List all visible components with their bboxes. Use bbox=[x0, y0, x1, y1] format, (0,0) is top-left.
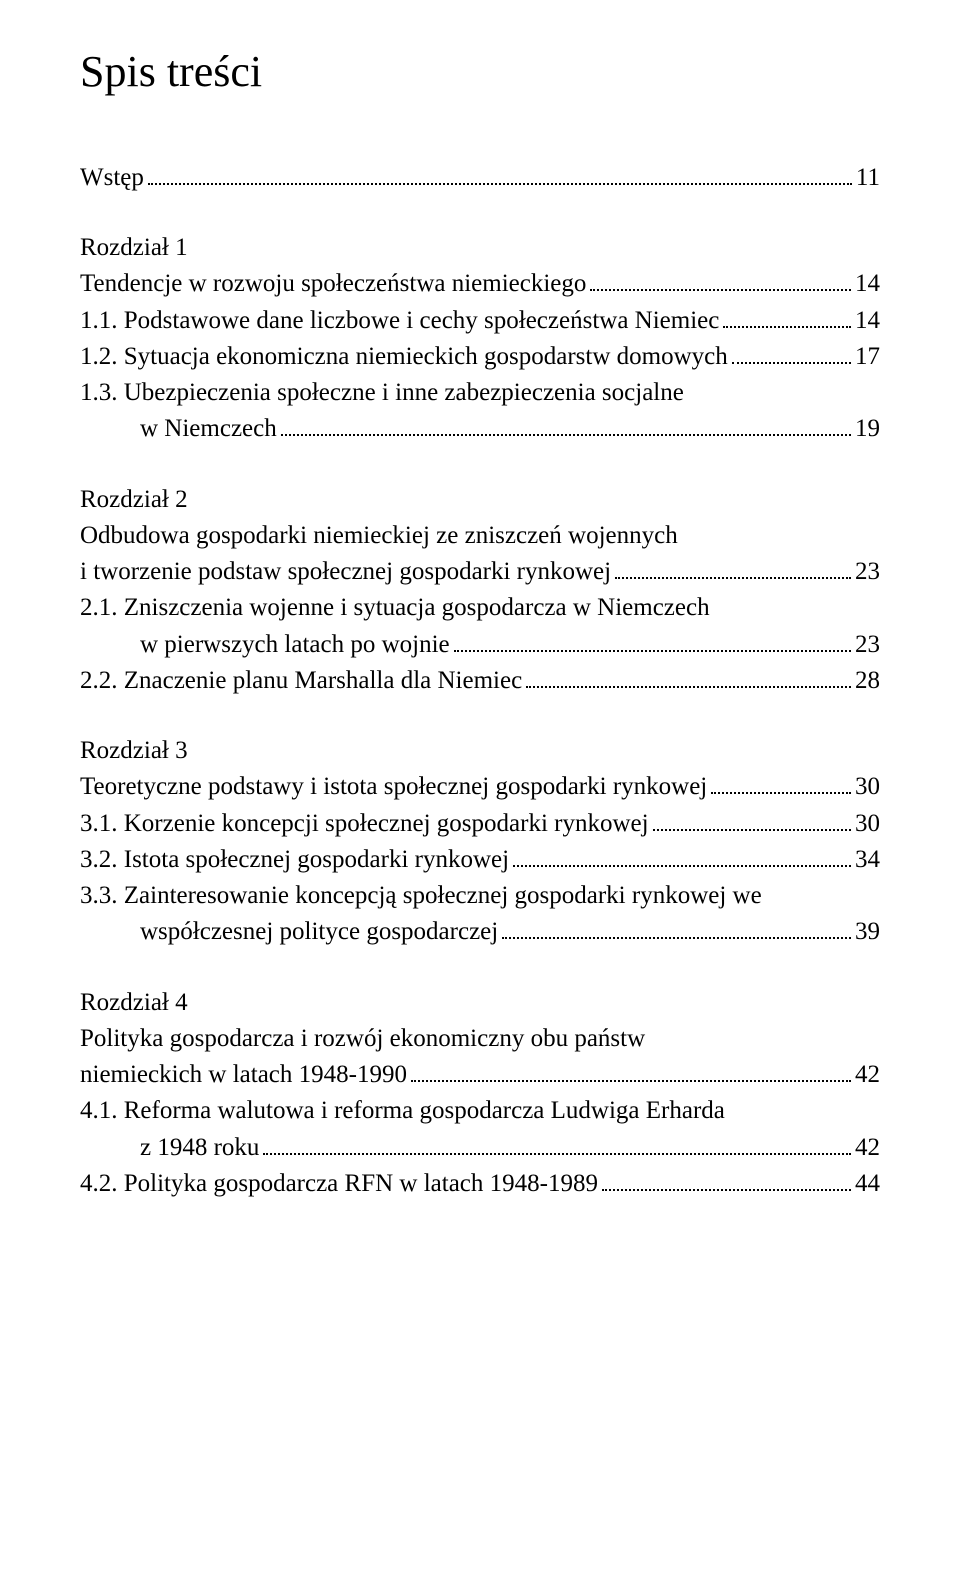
chapter-heading: Rozdział 2 bbox=[80, 482, 880, 518]
toc-label-line1: 1.3. Ubezpieczenia społeczne i inne zabe… bbox=[80, 375, 880, 411]
leader-dots bbox=[723, 303, 851, 328]
toc-entry: 3.3. Zainteresowanie koncepcją społeczne… bbox=[80, 878, 880, 951]
toc-label: Teoretyczne podstawy i istota społecznej… bbox=[80, 769, 707, 805]
leader-dots bbox=[590, 267, 851, 292]
toc-label-line2: niemieckich w latach 1948-1990 bbox=[80, 1057, 407, 1093]
leader-dots bbox=[148, 160, 852, 185]
toc-label: 4.2. Polityka gospodarcza RFN w latach 1… bbox=[80, 1166, 598, 1202]
toc-entry: 1.2. Sytuacja ekonomiczna niemieckich go… bbox=[80, 339, 880, 375]
toc-entry: 2.2. Znaczenie planu Marshalla dla Niemi… bbox=[80, 663, 880, 699]
page-title: Spis treści bbox=[80, 40, 880, 104]
toc-page: 17 bbox=[855, 339, 880, 375]
chapter-heading: Rozdział 3 bbox=[80, 733, 880, 769]
leader-dots bbox=[263, 1130, 851, 1155]
toc-section-4: Rozdział 4 Polityka gospodarcza i rozwój… bbox=[80, 985, 880, 1203]
toc-label: 3.2. Istota społecznej gospodarki rynkow… bbox=[80, 842, 509, 878]
toc-label: 1.2. Sytuacja ekonomiczna niemieckich go… bbox=[80, 339, 728, 375]
toc-page: 44 bbox=[855, 1166, 880, 1202]
leader-dots bbox=[711, 770, 851, 795]
leader-dots bbox=[411, 1058, 851, 1083]
leader-dots bbox=[732, 339, 851, 364]
toc-page: 39 bbox=[855, 914, 880, 950]
toc-page: 42 bbox=[855, 1057, 880, 1093]
toc-page: 30 bbox=[855, 769, 880, 805]
chapter-heading: Rozdział 1 bbox=[80, 230, 880, 266]
toc-page: 28 bbox=[855, 663, 880, 699]
toc-entry: 4.2. Polityka gospodarcza RFN w latach 1… bbox=[80, 1166, 880, 1202]
toc-label: 2.2. Znaczenie planu Marshalla dla Niemi… bbox=[80, 663, 522, 699]
toc-entry: Tendencje w rozwoju społeczeństwa niemie… bbox=[80, 266, 880, 302]
toc-entry: 3.1. Korzenie koncepcji społecznej gospo… bbox=[80, 806, 880, 842]
toc-page: 23 bbox=[855, 627, 880, 663]
toc-label-line2: i tworzenie podstaw społecznej gospodark… bbox=[80, 554, 611, 590]
toc-page: 23 bbox=[855, 554, 880, 590]
leader-dots bbox=[602, 1166, 851, 1191]
leader-dots bbox=[454, 627, 851, 652]
toc-section-2: Rozdział 2 Odbudowa gospodarki niemiecki… bbox=[80, 482, 880, 700]
toc-label-line2: w Niemczech bbox=[140, 411, 277, 447]
toc-label-line2: współczesnej polityce gospodarczej bbox=[140, 914, 498, 950]
leader-dots bbox=[653, 806, 851, 831]
toc-page: 14 bbox=[855, 303, 880, 339]
toc-page: 30 bbox=[855, 806, 880, 842]
toc-entry: 1.3. Ubezpieczenia społeczne i inne zabe… bbox=[80, 375, 880, 448]
leader-dots bbox=[615, 555, 851, 580]
toc-page: 14 bbox=[855, 266, 880, 302]
toc-label: 3.1. Korzenie koncepcji społecznej gospo… bbox=[80, 806, 649, 842]
toc-section-1: Rozdział 1 Tendencje w rozwoju społeczeń… bbox=[80, 230, 880, 448]
toc-entry: 4.1. Reforma walutowa i reforma gospodar… bbox=[80, 1093, 880, 1166]
toc-label: Tendencje w rozwoju społeczeństwa niemie… bbox=[80, 266, 586, 302]
toc-page: 11 bbox=[856, 160, 880, 196]
leader-dots bbox=[502, 915, 851, 940]
toc-page: 34 bbox=[855, 842, 880, 878]
toc-label-line1: 3.3. Zainteresowanie koncepcją społeczne… bbox=[80, 878, 880, 914]
toc-page: 19 bbox=[855, 411, 880, 447]
toc-label: 1.1. Podstawowe dane liczbowe i cechy sp… bbox=[80, 303, 719, 339]
leader-dots bbox=[526, 663, 851, 688]
toc-entry: Teoretyczne podstawy i istota społecznej… bbox=[80, 769, 880, 805]
toc-entry: 1.1. Podstawowe dane liczbowe i cechy sp… bbox=[80, 303, 880, 339]
toc-entry: 2.1. Zniszczenia wojenne i sytuacja gosp… bbox=[80, 590, 880, 663]
toc-label-line2: z 1948 roku bbox=[140, 1130, 259, 1166]
toc-section-3: Rozdział 3 Teoretyczne podstawy i istota… bbox=[80, 733, 880, 951]
chapter-heading: Rozdział 4 bbox=[80, 985, 880, 1021]
toc-entry: 3.2. Istota społecznej gospodarki rynkow… bbox=[80, 842, 880, 878]
toc-label: Wstęp bbox=[80, 160, 144, 196]
toc-label-line1: 2.1. Zniszczenia wojenne i sytuacja gosp… bbox=[80, 590, 880, 626]
toc-entry-wstep: Wstęp 11 bbox=[80, 160, 880, 196]
leader-dots bbox=[513, 842, 851, 867]
leader-dots bbox=[281, 412, 851, 437]
toc-label-line1: Odbudowa gospodarki niemieckiej ze znisz… bbox=[80, 518, 880, 554]
toc-label-line1: Polityka gospodarcza i rozwój ekonomiczn… bbox=[80, 1021, 880, 1057]
toc-label-line1: 4.1. Reforma walutowa i reforma gospodar… bbox=[80, 1093, 880, 1129]
toc-page: 42 bbox=[855, 1130, 880, 1166]
toc-entry: Polityka gospodarcza i rozwój ekonomiczn… bbox=[80, 1021, 880, 1094]
toc-entry: Odbudowa gospodarki niemieckiej ze znisz… bbox=[80, 518, 880, 591]
toc-label-line2: w pierwszych latach po wojnie bbox=[140, 627, 450, 663]
